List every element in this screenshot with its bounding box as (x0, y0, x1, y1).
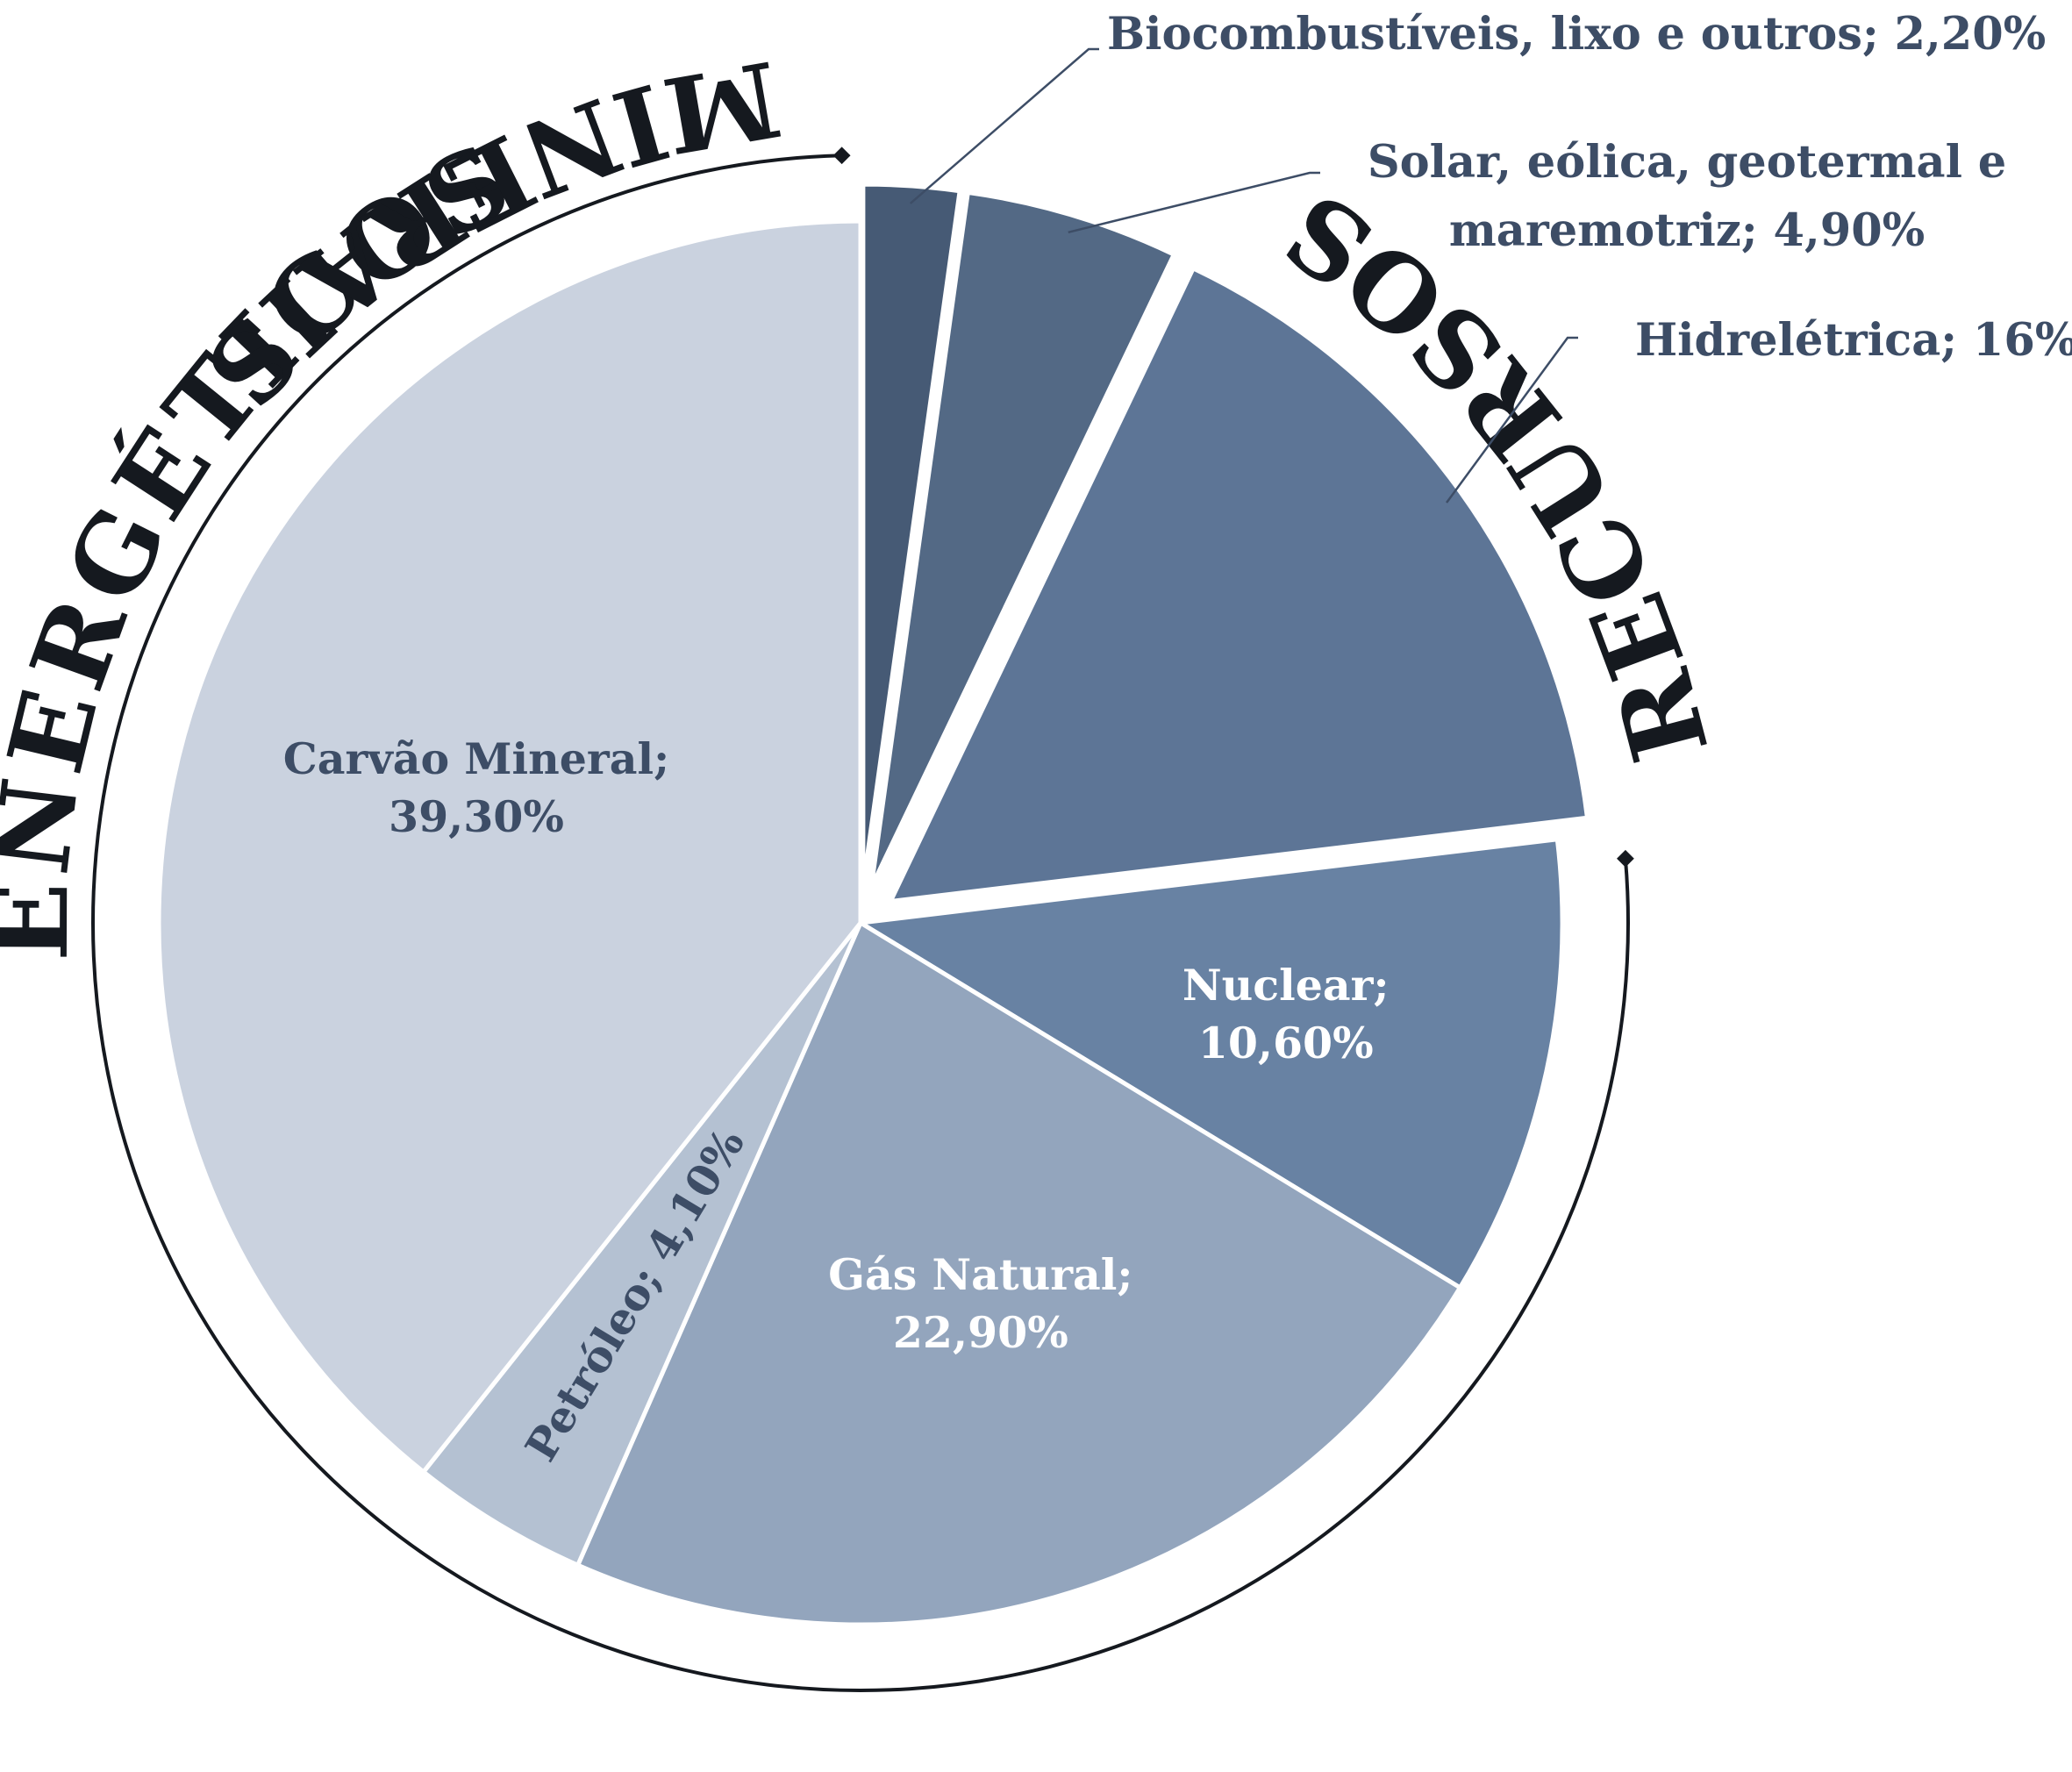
ring-end-marker-2 (832, 146, 851, 165)
slice-label-solar-eolica-geotermal-e-maremotriz-line-2: maremotriz; 4,90% (1449, 204, 1925, 257)
callout-biocombustiveis-lixo-e-outros: Biocombustíveis, lixo e outros; 2,20% (909, 8, 2046, 204)
leader-line-hidreletrica (1446, 336, 1578, 504)
slice-label-gas-natural-line-2: 22,90% (893, 1307, 1068, 1358)
pie-slice-solar-eolica-geotermal-e-maremotriz (868, 189, 1176, 890)
leader-line-biocombustiveis-lixo-e-outros (909, 47, 1099, 204)
pie-slice-carvao-mineral (156, 218, 863, 1475)
slice-label-carvao-mineral-line-1: Carvão Mineral; (283, 733, 669, 784)
slice-label-gas-natural-line-1: Gás Natural; (828, 1249, 1132, 1300)
slice-label-nuclear-line-1: Nuclear; (1182, 960, 1390, 1011)
slice-label-solar-eolica-geotermal-e-maremotriz-line-1: Solar, eólica, geotermal e (1368, 136, 2006, 189)
ring-end-marker-1 (1617, 849, 1634, 868)
slice-label-nuclear: Nuclear; 10,60% (1182, 960, 1390, 1068)
pie-slices (156, 182, 1590, 1627)
slice-label-carvao-mineral: Carvão Mineral; 39,30% (283, 733, 669, 842)
pie-slice-hidreletrica (888, 266, 1590, 904)
slice-label-biocombustiveis-lixo-e-outros-line-1: Biocombustíveis, lixo e outros; 2,20% (1107, 8, 2046, 61)
pie-slice-biocombustiveis-lixo-e-outros (861, 182, 962, 889)
callout-solar-eolica-geotermal-e-maremotriz: Solar, eólica, geotermal e maremotriz; 4,… (1068, 136, 2006, 257)
slice-label-carvao-mineral-line-2: 39,30% (389, 791, 564, 842)
slice-label-hidreletrica-line-1: Hidrelétrica; 16% (1635, 314, 2072, 367)
slice-label-gas-natural: Gás Natural; 22,90% (828, 1249, 1132, 1358)
pie-slice-petroleo (421, 920, 863, 1568)
pie-slice-gas-natural (575, 920, 1462, 1627)
outer-ring-arc (91, 154, 1630, 1692)
leader-line-solar-eolica-geotermal-e-maremotriz (1068, 171, 1320, 234)
callout-hidreletrica: Hidrelétrica; 16% (1446, 314, 2072, 504)
slice-label-nuclear-line-2: 10,60% (1198, 1018, 1374, 1068)
pie-slice-nuclear (858, 837, 1565, 1290)
